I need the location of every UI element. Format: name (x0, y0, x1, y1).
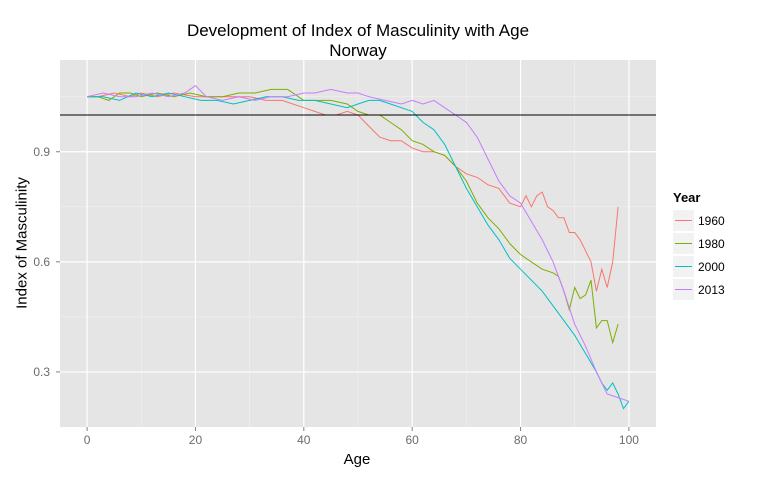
legend-label: 1960 (698, 213, 725, 228)
legend-key (673, 256, 694, 277)
x-tick-label: 20 (188, 433, 203, 447)
y-tick-label: 0.3 (33, 364, 50, 379)
x-tick-label: 100 (618, 433, 639, 447)
chart-subtitle: Norway (329, 41, 387, 60)
legend-key (673, 279, 694, 300)
legend: Year 1960 1980 2000 2013 (673, 190, 725, 301)
legend-item-1980: 1980 (673, 232, 725, 255)
legend-label: 1980 (698, 236, 725, 251)
legend-label: 2000 (698, 259, 725, 274)
legend-label: 2013 (698, 282, 725, 297)
y-tick-label: 0.9 (33, 144, 50, 159)
legend-title: Year (673, 190, 701, 205)
x-tick-label: 0 (83, 433, 91, 447)
legend-item-2013: 2013 (673, 278, 725, 301)
legend-item-2000: 2000 (673, 255, 725, 278)
x-tick-label: 80 (513, 433, 528, 447)
legend-key (673, 210, 694, 231)
series-line-2013 (86, 85, 630, 402)
series-line-2000 (87, 92, 630, 410)
legend-key (673, 233, 694, 254)
y-axis-label: Index of Masculinity (13, 177, 31, 309)
legend-item-1960: 1960 (673, 209, 725, 232)
x-tick-label: 40 (297, 433, 311, 447)
x-tick-label: 60 (405, 433, 419, 447)
series-line-1980 (87, 88, 619, 345)
chart-title: Development of Index of Masculinity with… (186, 21, 530, 40)
x-axis-label: Age (343, 451, 371, 468)
y-tick-label: 0.6 (33, 254, 50, 269)
